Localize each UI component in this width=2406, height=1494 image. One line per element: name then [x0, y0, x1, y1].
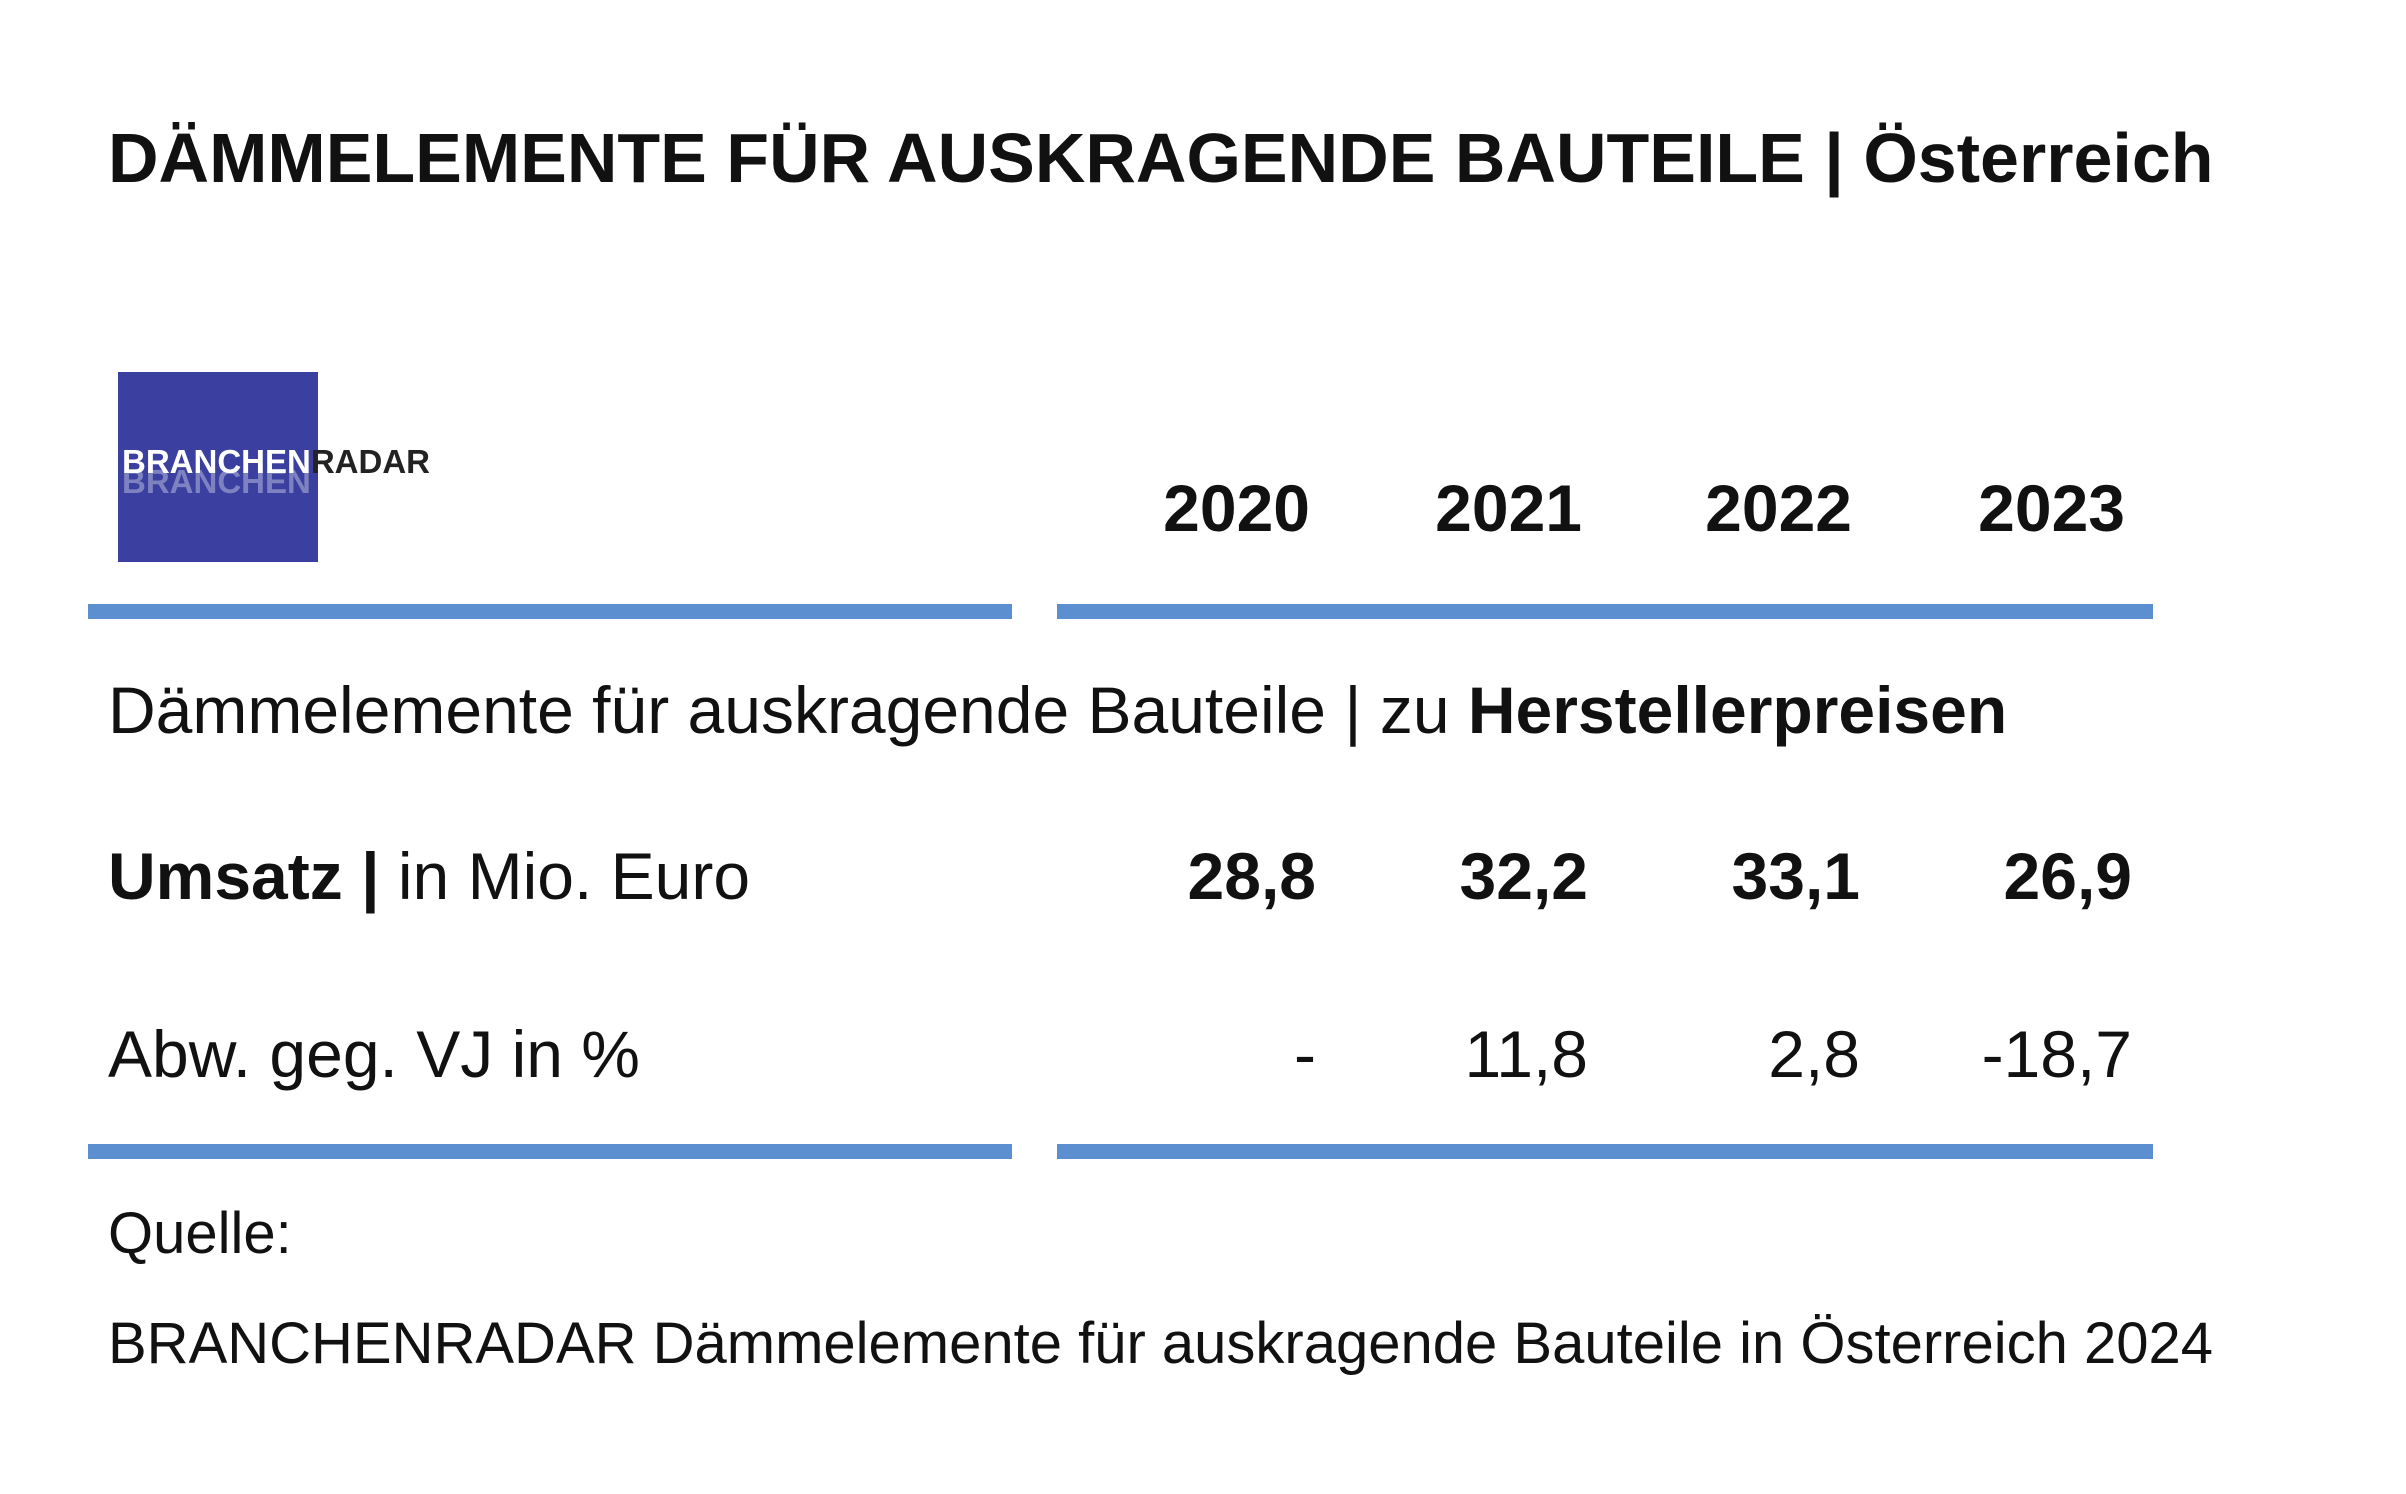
- year-header-2021: 2021: [1435, 471, 1582, 545]
- abweichung-2022: 2,8: [1768, 1017, 1860, 1091]
- subtitle-bold: Herstellerpreisen: [1467, 673, 2008, 747]
- page-title: DÄMMELEMENTE FÜR AUSKRAGENDE BAUTEILE | …: [108, 118, 2214, 198]
- bottom-divider-left: [88, 1144, 1012, 1159]
- umsatz-2023: 26,9: [2003, 839, 2132, 913]
- year-header-2020: 2020: [1163, 471, 1310, 545]
- top-divider-right: [1057, 604, 2153, 619]
- branchenradar-logo: [118, 372, 318, 562]
- abweichung-2020: -: [1294, 1017, 1316, 1091]
- umsatz-2020: 28,8: [1187, 839, 1316, 913]
- subtitle-regular: Dämmelemente für auskragende Bauteile | …: [108, 673, 1468, 747]
- row-label-umsatz: Umsatz | in Mio. Euro: [108, 838, 750, 914]
- source-label: Quelle:: [108, 1201, 292, 1266]
- logo-part1: BRANCHEN: [122, 443, 311, 480]
- row-label-abweichung-regular: Abw. geg. VJ in %: [108, 1017, 640, 1091]
- logo-part2: RADAR: [310, 443, 431, 480]
- abweichung-2023: -18,7: [1981, 1017, 2132, 1091]
- source-text: BRANCHENRADAR Dämmelemente für auskragen…: [108, 1311, 2214, 1376]
- logo-text: BRANCHENRADAR: [122, 443, 430, 481]
- year-header-2023: 2023: [1978, 471, 2125, 545]
- top-divider-left: [88, 604, 1012, 619]
- row-label-umsatz-bold: Umsatz |: [108, 839, 398, 913]
- umsatz-2022: 33,1: [1731, 839, 1860, 913]
- bottom-divider-right: [1057, 1144, 2153, 1159]
- logo-ghost-text: BRANCHEN: [122, 463, 311, 500]
- title-country: Österreich: [1863, 119, 2214, 197]
- umsatz-2021: 32,2: [1459, 839, 1588, 913]
- year-header-2022: 2022: [1705, 471, 1852, 545]
- title-main: DÄMMELEMENTE FÜR AUSKRAGENDE BAUTEILE |: [108, 119, 1864, 197]
- row-label-umsatz-regular: in Mio. Euro: [397, 839, 751, 913]
- row-label-abweichung: Abw. geg. VJ in %: [108, 1016, 640, 1092]
- table-subtitle: Dämmelemente für auskragende Bauteile | …: [108, 672, 2007, 748]
- abweichung-2021: 11,8: [1464, 1017, 1588, 1091]
